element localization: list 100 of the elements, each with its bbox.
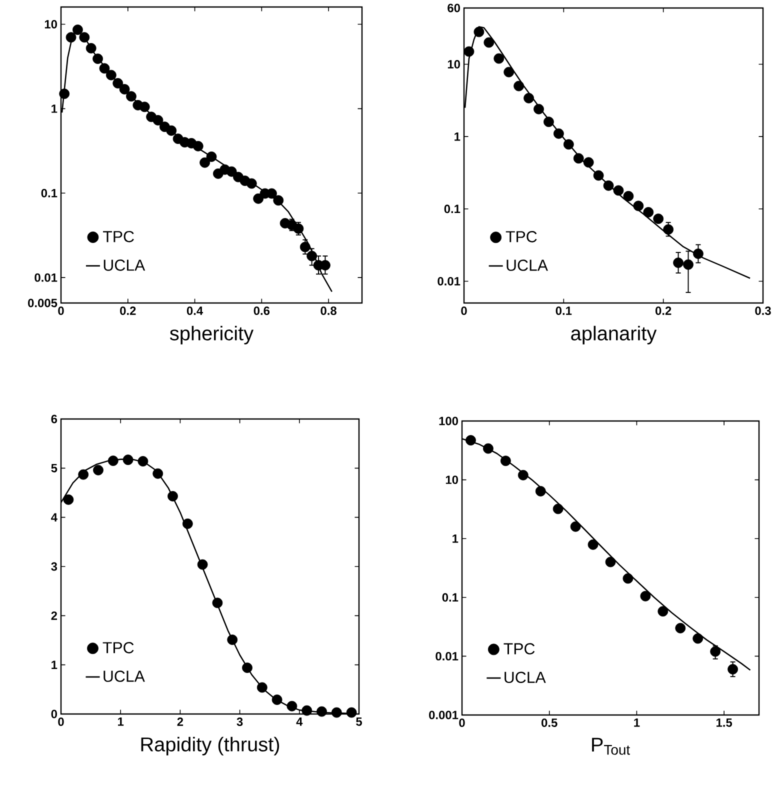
y-tick-label: 10 xyxy=(44,20,57,28)
y-tick-label: 1 xyxy=(52,104,58,113)
point xyxy=(346,707,357,718)
point xyxy=(119,84,130,94)
y-tick-label: 0.01 xyxy=(436,652,458,660)
point xyxy=(316,706,327,717)
x-tick-label: 0 xyxy=(461,306,467,315)
y-tick-label: 0.1 xyxy=(41,188,58,198)
point xyxy=(474,26,484,38)
y-tick-label: 0.001 xyxy=(429,710,458,720)
point xyxy=(139,102,150,112)
y-tick-label: 4 xyxy=(51,513,58,522)
point xyxy=(306,250,318,262)
point xyxy=(63,494,74,505)
point xyxy=(573,153,584,164)
point xyxy=(331,707,342,718)
point xyxy=(192,140,204,152)
point xyxy=(226,166,237,177)
y-tick-label: 3 xyxy=(51,562,58,571)
point xyxy=(108,456,118,466)
point xyxy=(106,70,116,80)
point xyxy=(464,46,474,57)
y-tick-label: 0.1 xyxy=(442,593,458,602)
point xyxy=(633,200,644,212)
x-tick-label: 0 xyxy=(58,718,64,726)
y-tick-label: 2 xyxy=(51,611,58,620)
point xyxy=(683,259,694,270)
legend-label: TPC xyxy=(506,231,537,242)
x-axis-title: aplanarity xyxy=(571,326,657,344)
point xyxy=(483,443,494,454)
legend-label: TPC xyxy=(103,230,134,242)
x-tick-label: 2 xyxy=(177,718,184,726)
x-tick-label: 0.3 xyxy=(755,306,771,316)
point xyxy=(623,190,634,202)
point xyxy=(166,125,177,136)
point xyxy=(563,139,574,150)
y-tick-label: 6 xyxy=(51,414,58,424)
legend-label: UCLA xyxy=(104,670,145,682)
point xyxy=(673,258,684,268)
point xyxy=(212,598,223,608)
point xyxy=(484,37,494,48)
point xyxy=(152,115,164,126)
point xyxy=(653,214,664,224)
point xyxy=(544,116,554,128)
legend-label: TPC xyxy=(102,642,134,654)
point xyxy=(126,91,136,102)
x-tick-label: 4 xyxy=(296,718,303,726)
point xyxy=(78,469,89,480)
point xyxy=(466,435,476,446)
point xyxy=(138,456,148,466)
y-tick-label: 1 xyxy=(52,660,58,669)
point xyxy=(302,705,312,716)
y-tick-label: 0.01 xyxy=(438,277,460,286)
point xyxy=(553,128,564,139)
x-axis-title: P$_{Tout}$ xyxy=(592,738,630,755)
point xyxy=(710,646,721,657)
point xyxy=(242,662,252,673)
y-tick-label: 100 xyxy=(439,416,458,426)
point xyxy=(246,178,257,189)
x-axis-title: Rapidity (thrust) xyxy=(141,736,280,756)
point xyxy=(206,152,217,162)
point xyxy=(92,54,103,64)
point xyxy=(693,248,704,259)
x-tick-label: 0.2 xyxy=(656,306,672,315)
point xyxy=(200,157,210,168)
y-tick-label: 10 xyxy=(448,60,460,68)
x-tick-label: 0.6 xyxy=(254,306,270,315)
x-tick-label: 3 xyxy=(236,718,243,726)
point xyxy=(293,223,304,234)
point xyxy=(272,694,282,705)
point xyxy=(504,66,514,78)
point xyxy=(588,539,598,550)
point xyxy=(692,633,704,644)
point xyxy=(112,78,124,88)
point xyxy=(675,622,686,634)
y-tick-label: 0 xyxy=(51,710,57,718)
point xyxy=(227,634,238,645)
point xyxy=(99,63,110,74)
point xyxy=(86,43,96,54)
point xyxy=(535,486,546,496)
point xyxy=(658,606,668,617)
point xyxy=(613,185,624,196)
point xyxy=(643,207,654,218)
point xyxy=(494,53,504,64)
legend-label: UCLA xyxy=(104,260,146,271)
point xyxy=(524,92,534,104)
x-axis-title: sphericity xyxy=(170,326,254,344)
point xyxy=(593,170,604,181)
point xyxy=(79,32,90,43)
point xyxy=(500,456,511,466)
y-tick-label: 0.1 xyxy=(444,204,460,214)
point xyxy=(518,470,528,480)
x-tick-label: 1.5 xyxy=(716,718,732,727)
y-tick-label: 60 xyxy=(448,4,460,12)
point xyxy=(622,573,634,584)
point xyxy=(534,104,544,114)
x-tick-label: 1 xyxy=(118,718,124,726)
point xyxy=(640,590,651,602)
y-tick-label: 1 xyxy=(452,534,458,543)
point xyxy=(273,195,284,206)
